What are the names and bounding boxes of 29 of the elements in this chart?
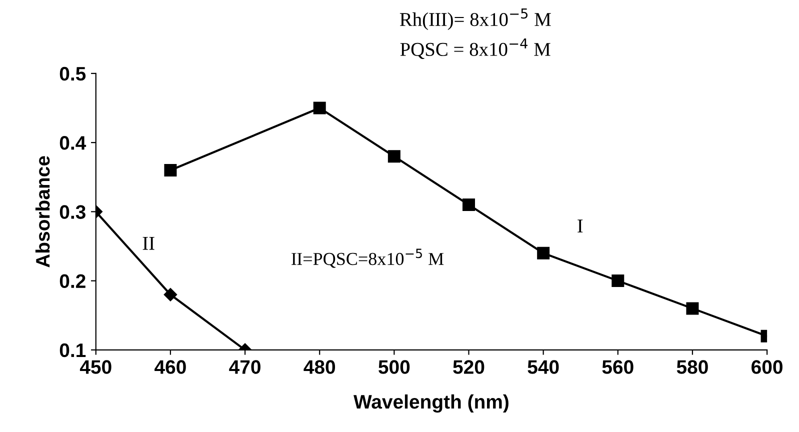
y-tick-label: 0.1	[60, 343, 86, 358]
x-tick-label: 580	[676, 360, 708, 374]
x-tick-label: 600	[752, 360, 782, 374]
x-tick-label: 460	[154, 360, 186, 374]
x-tick-label: 480	[304, 360, 336, 374]
point	[313, 102, 326, 114]
y-axis-title: Absorbance	[35, 156, 50, 268]
series-label: II	[142, 236, 154, 250]
text: Rh(III)= 8x10$^{−5}$ M	[400, 8, 551, 30]
point	[612, 274, 624, 288]
y-tick-label: 0.5	[60, 66, 86, 81]
x-axis-title: Wavelength (nm)	[354, 394, 508, 413]
point	[686, 302, 699, 315]
x-tick-label: 470	[229, 360, 260, 374]
point	[388, 150, 400, 163]
text: PQSC = 8x10$^{−4}$ M	[400, 38, 550, 59]
series-label: I	[578, 220, 583, 232]
y-tick-label: 0.3	[60, 205, 86, 219]
x-tick-label: 540	[528, 360, 559, 374]
x-tick-label: 500	[378, 360, 410, 374]
x-tick-label: 450	[80, 360, 112, 374]
x-tick-label: 560	[602, 360, 634, 374]
x-tick-label: 520	[453, 360, 484, 374]
y-tick-label: 0.2	[60, 274, 86, 288]
point	[164, 164, 177, 176]
point	[462, 198, 475, 212]
annotation: II=PQSC=8x10$^{−5}$ M	[292, 248, 444, 268]
point	[537, 246, 550, 260]
y-tick-label: 0.4	[60, 136, 86, 150]
